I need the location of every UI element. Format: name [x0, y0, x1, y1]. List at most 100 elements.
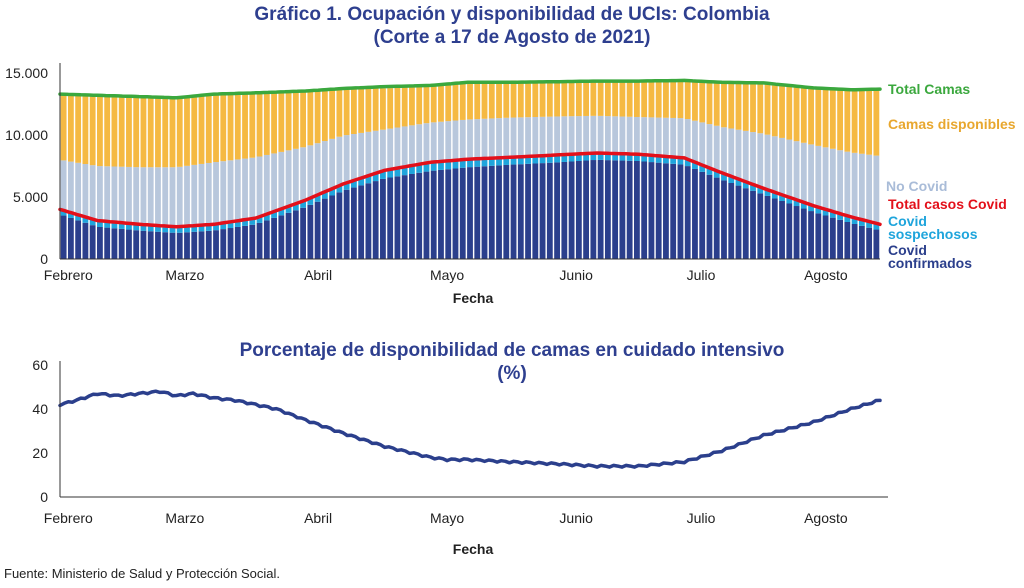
chart2-ytick-label: 60 [32, 357, 48, 373]
bar-segment-camas-disponibles [213, 94, 219, 163]
bar-segment-no-covid [249, 157, 256, 219]
bar-segment-covid-confirmados [263, 220, 270, 259]
bar-segment-camas-disponibles [82, 94, 89, 164]
bar-segment-no-covid [104, 166, 111, 222]
chart2-xtick-label: Febrero [44, 510, 93, 526]
bar-segment-covid-confirmados [612, 160, 619, 259]
bar-segment-covid-sospechosos [539, 155, 546, 164]
bar-segment-camas-disponibles [597, 81, 604, 116]
chart2-lines [58, 389, 882, 469]
bar-segment-covid-sospechosos [336, 185, 343, 193]
bar-segment-covid-confirmados [808, 211, 814, 259]
bar-segment-covid-sospechosos [220, 222, 227, 230]
bar-segment-covid-confirmados [561, 161, 568, 259]
bar-segment-covid-sospechosos [503, 157, 510, 165]
bar-segment-no-covid [604, 116, 611, 154]
bar-segment-camas-disponibles [750, 82, 756, 133]
bar-segment-no-covid [445, 121, 452, 161]
bar-segment-no-covid [343, 135, 350, 183]
bar-segment-camas-disponibles [343, 88, 350, 136]
bar-segment-covid-confirmados [583, 160, 590, 259]
bar-segment-camas-disponibles [786, 85, 793, 140]
bar-segment-covid-confirmados [350, 187, 357, 259]
bar-segment-covid-confirmados [430, 170, 437, 259]
bar-segment-covid-confirmados [829, 217, 836, 259]
bar-segment-covid-confirmados [670, 163, 677, 259]
chart1-xtick-label: Marzo [165, 267, 204, 283]
bar-segment-no-covid [423, 123, 430, 163]
bar-segment-covid-sospechosos [837, 213, 843, 220]
bar-segment-covid-sospechosos [670, 157, 677, 164]
bar-segment-camas-disponibles [438, 84, 444, 122]
chart2-ytick-label: 20 [32, 445, 48, 461]
bar-segment-covid-sospechosos [104, 221, 111, 228]
bar-segment-no-covid [97, 166, 103, 221]
bar-segment-covid-sospechosos [198, 225, 205, 232]
bar-segment-covid-sospechosos [866, 221, 873, 228]
bar-segment-no-covid [176, 166, 183, 227]
bar-segment-covid-sospechosos [140, 224, 147, 231]
bar-segment-covid-confirmados [837, 219, 843, 259]
bar-segment-no-covid [307, 145, 314, 199]
bar-segment-covid-confirmados [60, 215, 67, 259]
bar-segment-covid-confirmados [677, 164, 684, 259]
bar-segment-no-covid [815, 145, 822, 208]
bar-segment-camas-disponibles [314, 90, 321, 144]
bar-segment-covid-confirmados [292, 210, 299, 259]
bar-segment-covid-confirmados [532, 163, 539, 259]
bar-segment-covid-confirmados [496, 165, 502, 259]
bar-segment-camas-disponibles [162, 97, 169, 168]
bar-segment-no-covid [416, 124, 423, 165]
bar-segment-no-covid [844, 151, 851, 216]
bar-segment-camas-disponibles [380, 88, 386, 130]
bar-segment-covid-sospechosos [786, 197, 793, 204]
bar-segment-covid-sospechosos [699, 165, 706, 172]
bar-segment-no-covid [394, 127, 401, 169]
bar-segment-covid-confirmados [452, 168, 459, 259]
bar-segment-no-covid [583, 115, 590, 154]
bar-segment-no-covid [634, 116, 640, 155]
bar-segment-covid-confirmados [111, 228, 118, 259]
chart2-xaxis-title: Fecha [453, 541, 494, 557]
bar-segment-no-covid [474, 119, 481, 159]
bar-segment-no-covid [735, 129, 742, 180]
bar-segment-covid-confirmados [380, 178, 386, 259]
bar-segment-covid-confirmados [481, 166, 488, 259]
bar-segment-no-covid [684, 119, 691, 160]
bar-segment-camas-disponibles [220, 93, 227, 162]
bar-segment-no-covid [655, 117, 662, 156]
bar-segment-covid-confirmados [764, 195, 771, 259]
bar-segment-covid-confirmados [140, 230, 147, 259]
bar-segment-no-covid [496, 118, 502, 158]
series-line-total-camas [58, 78, 882, 100]
bar-segment-covid-confirmados [445, 169, 452, 259]
bar-segment-no-covid [89, 165, 96, 220]
bar-segment-camas-disponibles [800, 86, 807, 143]
bar-segment-covid-confirmados [271, 217, 277, 259]
bar-segment-camas-disponibles [89, 95, 96, 166]
bar-segment-no-covid [721, 127, 727, 174]
bar-segment-covid-sospechosos [568, 154, 575, 162]
bar-segment-no-covid [692, 120, 698, 163]
bar-segment-covid-sospechosos [82, 216, 89, 223]
bar-segment-covid-confirmados [416, 172, 423, 259]
bar-segment-covid-confirmados [256, 222, 263, 259]
bar-segment-camas-disponibles [866, 88, 873, 155]
bar-segment-covid-sospechosos [307, 198, 314, 205]
bar-segment-covid-confirmados [590, 160, 597, 259]
bar-segment-no-covid [67, 161, 74, 213]
bar-segment-covid-sospechosos [227, 221, 234, 229]
bar-segment-no-covid [525, 117, 531, 157]
bar-segment-covid-sospechosos [481, 158, 488, 167]
bar-segment-no-covid [568, 116, 575, 155]
legend-covid-sospechosos-line2: sospechosos [888, 226, 978, 242]
bar-segment-covid-confirmados [155, 231, 161, 259]
bar-segment-covid-confirmados [343, 189, 350, 259]
bar-segment-no-covid [800, 142, 807, 203]
bar-segment-covid-confirmados [634, 160, 640, 259]
bar-segment-covid-confirmados [503, 164, 510, 259]
bar-segment-camas-disponibles [677, 81, 684, 119]
bar-segment-no-covid [467, 119, 473, 160]
bar-segment-covid-confirmados [184, 232, 190, 259]
bar-segment-covid-confirmados [365, 183, 372, 259]
